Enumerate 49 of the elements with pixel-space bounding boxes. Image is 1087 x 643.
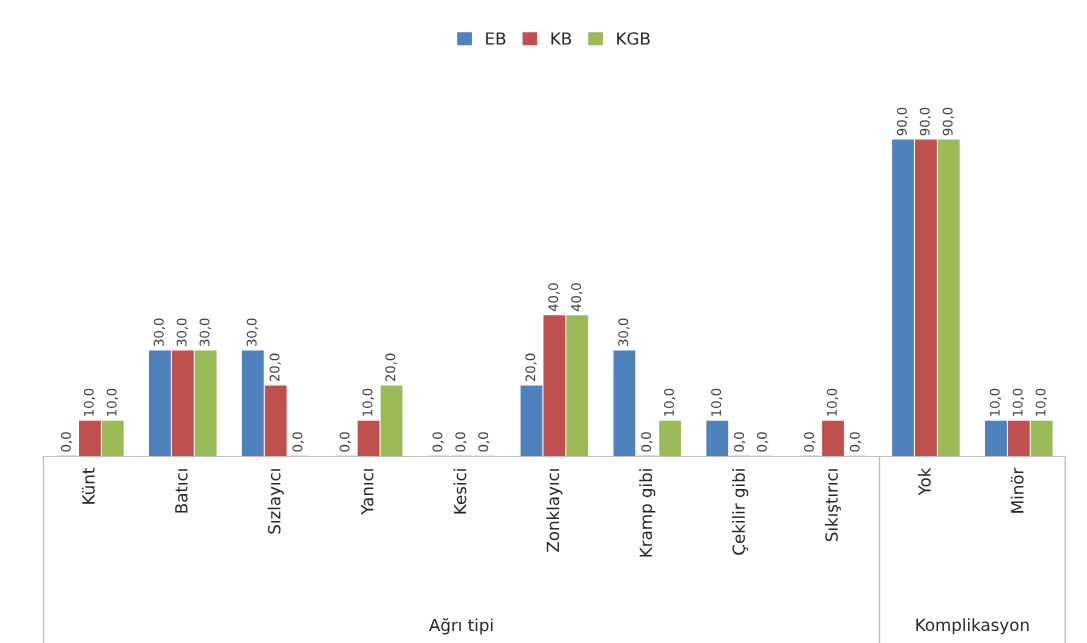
data-label: 0,0 <box>292 432 304 452</box>
data-label: 40,0 <box>571 283 583 312</box>
data-label: 0,0 <box>339 432 351 452</box>
x-tick-label: Minör <box>1010 467 1024 513</box>
data-label: 0,0 <box>60 432 73 452</box>
x-tick-label: Kramp gibi <box>639 469 656 557</box>
x-tick-label: Kesici <box>453 469 467 514</box>
x-tick-label: Çekilir gibi <box>732 469 749 555</box>
x-tick-label: Künt <box>81 468 95 504</box>
data-label: 20,0 <box>525 353 537 382</box>
x-tick-label: Yok <box>917 467 931 496</box>
data-label: 0,0 <box>455 432 467 452</box>
data-label: 0,0 <box>478 432 490 452</box>
data-label: 10,0 <box>826 388 839 416</box>
data-label: 90,0 <box>919 107 932 136</box>
data-label: 30,0 <box>246 318 258 346</box>
data-label: 0,0 <box>432 432 444 452</box>
data-label: 20,0 <box>269 353 281 382</box>
data-label: 0,0 <box>734 432 746 452</box>
text: Ağrı tipi <box>429 618 493 635</box>
data-label: 10,0 <box>664 388 676 416</box>
data-label: 10,0 <box>106 388 118 416</box>
x-tick-label: Yanıcı <box>361 469 374 515</box>
legend-label: KB <box>551 32 572 45</box>
data-label: 90,0 <box>896 107 909 136</box>
legend-label: EB <box>486 32 506 45</box>
data-label: 0,0 <box>756 432 769 452</box>
data-label: 30,0 <box>618 318 630 346</box>
data-label: 10,0 <box>362 388 374 416</box>
data-label: 90,0 <box>942 107 954 136</box>
data-label: 10,0 <box>711 388 723 416</box>
x-tick-label: Batıcı <box>175 469 188 513</box>
data-label: 10,0 <box>83 388 96 416</box>
data-label: 30,0 <box>199 318 211 346</box>
data-label: 30,0 <box>153 318 166 346</box>
data-label: 0,0 <box>641 432 653 452</box>
legend-label: KGB <box>617 32 650 45</box>
data-label: 40,0 <box>548 283 560 312</box>
x-tick-label: Sıkıştırıcı <box>824 469 841 542</box>
data-label: 0,0 <box>804 432 816 452</box>
data-label: 20,0 <box>385 353 397 382</box>
data-label: 10,0 <box>1035 388 1047 416</box>
data-label: 10,0 <box>1012 388 1024 416</box>
data-label: 10,0 <box>989 388 1002 416</box>
x-tick-label: Sızlayıcı <box>267 469 284 534</box>
x-tick-label: Zonklayıcı <box>546 469 563 552</box>
data-label: 0,0 <box>849 432 862 452</box>
data-label: 30,0 <box>176 318 188 346</box>
text: Komplikasyon <box>916 618 1029 635</box>
